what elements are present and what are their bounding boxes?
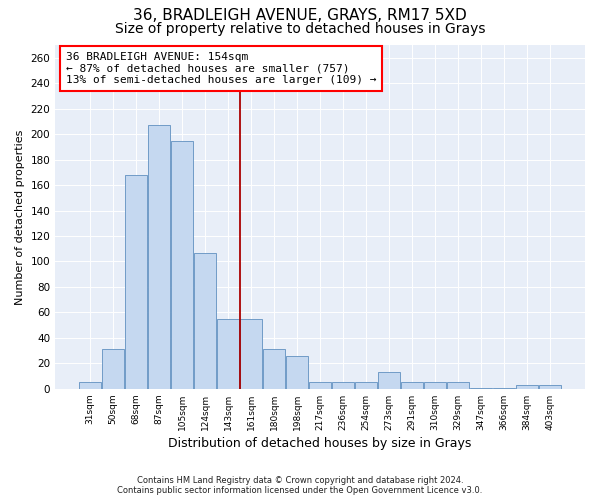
Text: 36 BRADLEIGH AVENUE: 154sqm
← 87% of detached houses are smaller (757)
13% of se: 36 BRADLEIGH AVENUE: 154sqm ← 87% of det…: [66, 52, 376, 85]
Bar: [539, 385, 561, 389]
Bar: [309, 382, 331, 389]
Bar: [286, 356, 308, 389]
Bar: [424, 382, 446, 389]
Bar: [332, 382, 354, 389]
Bar: [240, 319, 262, 389]
Text: Contains HM Land Registry data © Crown copyright and database right 2024.
Contai: Contains HM Land Registry data © Crown c…: [118, 476, 482, 495]
Bar: [493, 388, 515, 389]
Bar: [194, 252, 216, 389]
Bar: [447, 382, 469, 389]
Bar: [148, 125, 170, 389]
Text: Size of property relative to detached houses in Grays: Size of property relative to detached ho…: [115, 22, 485, 36]
Bar: [263, 350, 285, 389]
Bar: [470, 388, 492, 389]
Bar: [378, 372, 400, 389]
Bar: [516, 385, 538, 389]
Bar: [171, 140, 193, 389]
Text: 36, BRADLEIGH AVENUE, GRAYS, RM17 5XD: 36, BRADLEIGH AVENUE, GRAYS, RM17 5XD: [133, 8, 467, 22]
Bar: [355, 382, 377, 389]
Bar: [125, 175, 147, 389]
Y-axis label: Number of detached properties: Number of detached properties: [15, 129, 25, 304]
Bar: [102, 350, 124, 389]
Bar: [79, 382, 101, 389]
Bar: [217, 319, 239, 389]
Bar: [401, 382, 423, 389]
X-axis label: Distribution of detached houses by size in Grays: Distribution of detached houses by size …: [169, 437, 472, 450]
